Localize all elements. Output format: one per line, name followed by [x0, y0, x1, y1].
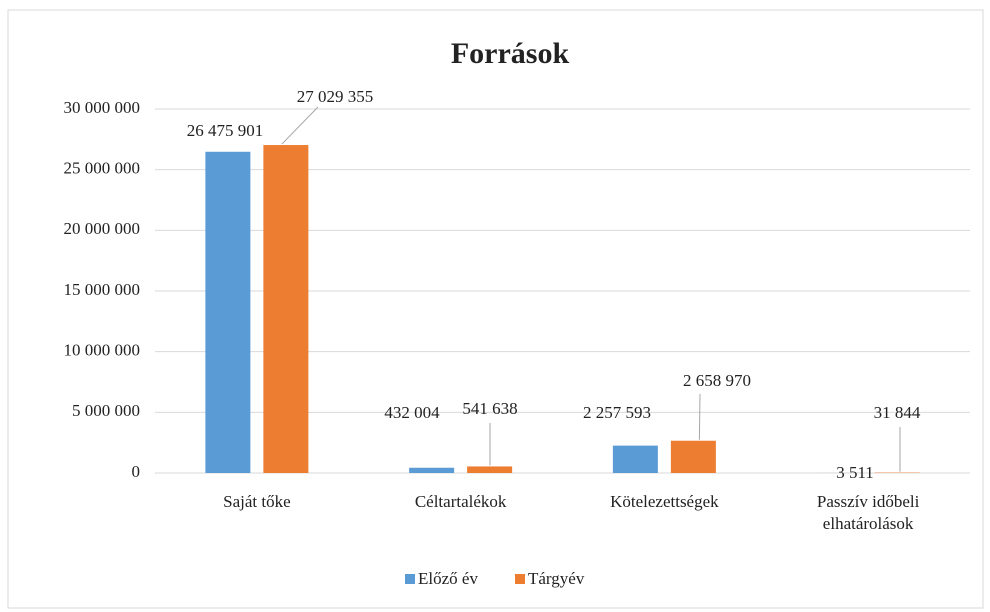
y-tick-label: 30 000 000 — [64, 98, 141, 117]
x-tick-label: Kötelezettségek — [610, 492, 719, 511]
leader-line — [281, 106, 319, 145]
data-label: 26 475 901 — [187, 121, 264, 140]
y-tick-label: 0 — [132, 462, 141, 481]
y-tick-label: 20 000 000 — [64, 219, 141, 238]
legend-swatch — [405, 574, 415, 584]
data-label: 31 844 — [874, 403, 921, 422]
y-tick-label: 10 000 000 — [64, 341, 141, 360]
bar — [612, 445, 658, 473]
data-label: 27 029 355 — [297, 87, 374, 106]
bar — [467, 466, 513, 473]
legend-label: Tárgyév — [528, 569, 585, 588]
y-tick-label: 25 000 000 — [64, 159, 141, 178]
bar — [205, 151, 251, 473]
chart-title: Források — [451, 37, 570, 70]
data-label: 2 257 593 — [583, 403, 651, 422]
bar — [263, 145, 309, 473]
chart-border — [7, 9, 984, 609]
x-tick-label: Passzív időbeli elhatárolások — [816, 492, 920, 533]
y-tick-label: 15 000 000 — [64, 280, 141, 299]
bar — [670, 440, 716, 473]
bar — [409, 467, 455, 473]
x-tick-label: Céltartalékok — [414, 492, 507, 511]
leader-line — [698, 393, 701, 440]
y-tick-label: 5 000 000 — [72, 401, 140, 420]
legend-swatch — [515, 574, 525, 584]
data-label: 2 658 970 — [683, 371, 751, 390]
legend-label: Előző év — [418, 569, 478, 588]
data-label: 541 638 — [462, 399, 517, 418]
x-tick-label: Saját tőke — [223, 492, 291, 511]
data-label: 3 511 — [836, 463, 874, 482]
data-label: 432 004 — [384, 403, 440, 422]
